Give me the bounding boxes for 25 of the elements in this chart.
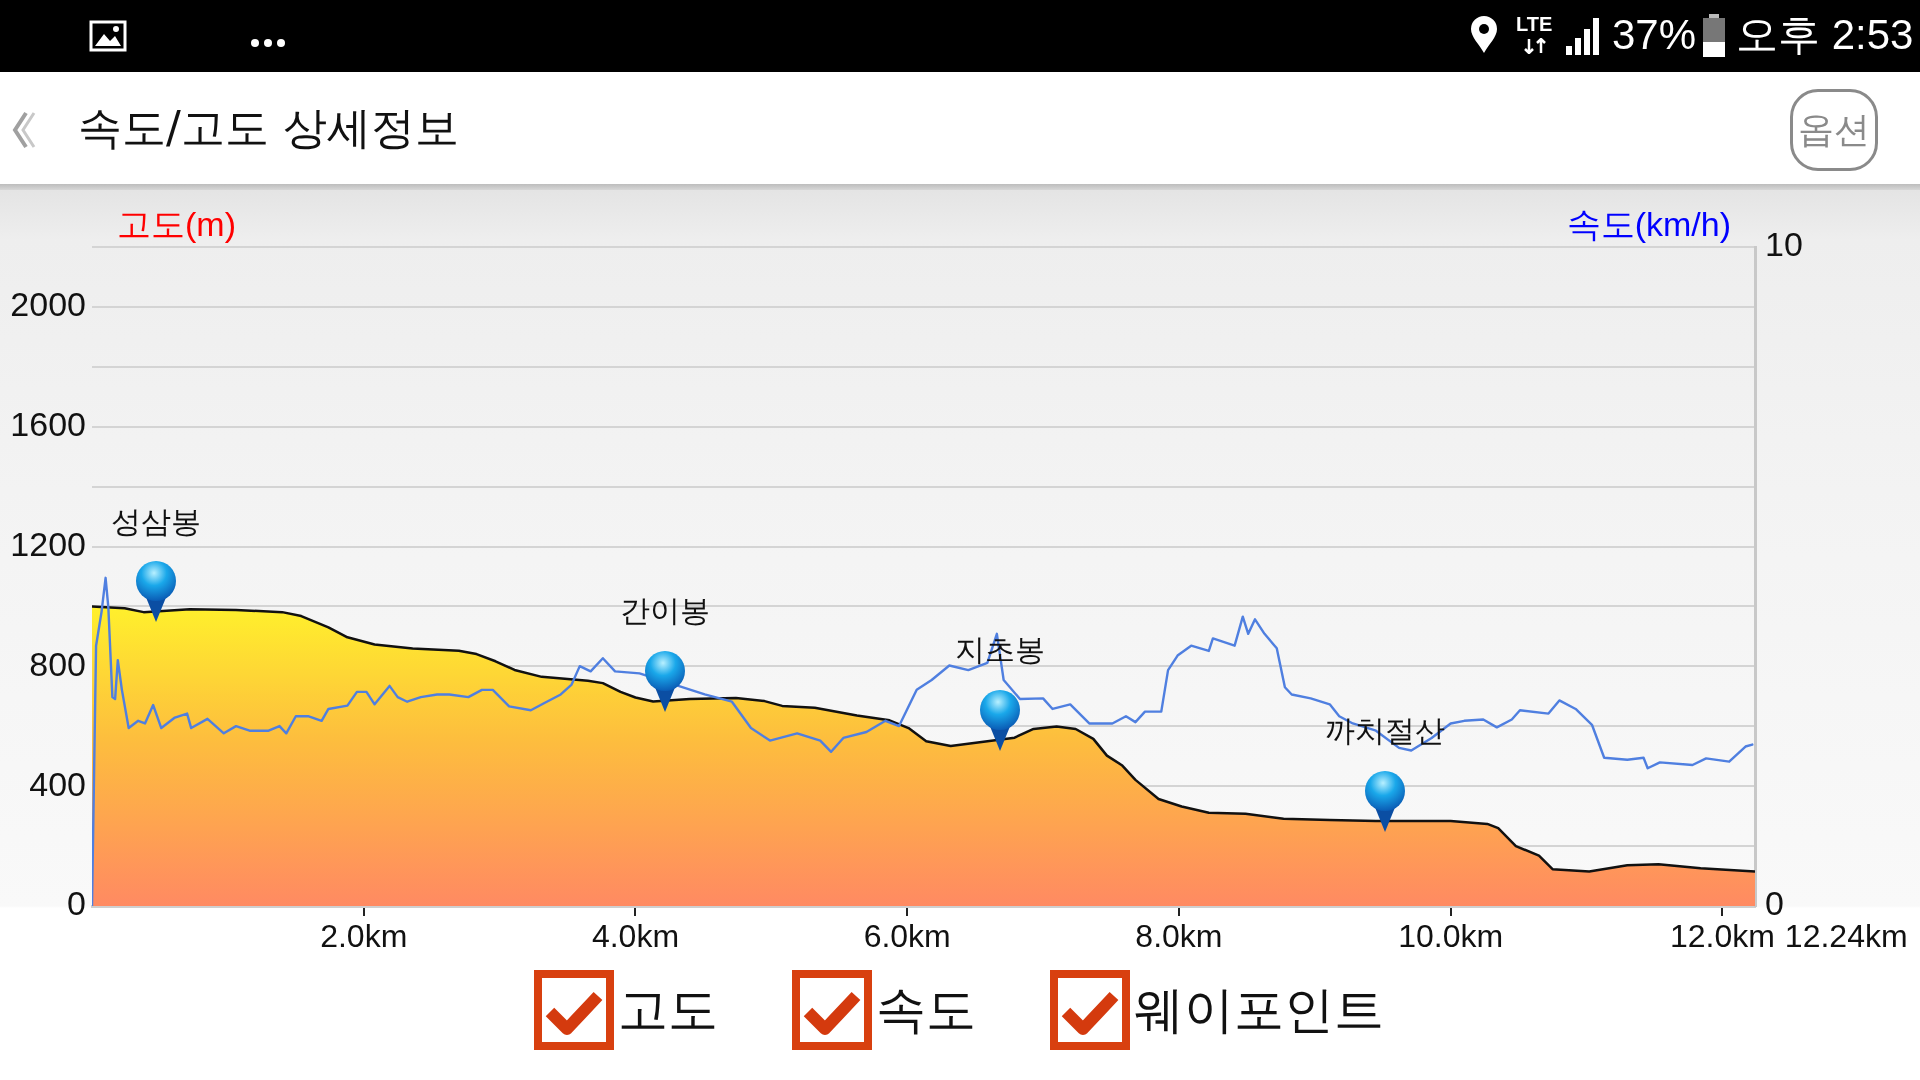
x-tick-label: 2.0km: [320, 917, 408, 954]
text: 12.24km: [1784, 917, 1908, 954]
text: LTE: [1516, 13, 1553, 35]
text: 속도: [876, 981, 976, 1039]
y-tick-label: 2000: [10, 285, 86, 324]
y-tick-label: 400: [29, 764, 86, 803]
text: 웨이포인트: [1134, 981, 1384, 1039]
annotation: 성삼봉: [110, 504, 201, 538]
x-tick-label: 10.0km: [1398, 917, 1504, 954]
x-tick-label: 4.0km: [591, 917, 680, 954]
y-tick-label: 1600: [10, 405, 86, 444]
y-tick-label: 0: [67, 884, 86, 923]
y2-axis-title: 속도(km/h): [1566, 205, 1731, 244]
y-tick-label: 800: [29, 644, 86, 683]
x-tick-label: 8.0km: [1135, 917, 1223, 954]
x-tick-label: 6.0km: [863, 917, 951, 954]
annotation: 간이봉: [620, 593, 711, 627]
y2-tick-label: 10: [1765, 225, 1803, 264]
text: 고도: [618, 981, 718, 1039]
y-axis-title: 고도(m): [117, 205, 236, 244]
text: 37%: [1612, 11, 1697, 58]
y-tick-label: 1200: [10, 524, 86, 563]
chart-title: 속도/고도 상세정보: [78, 102, 459, 155]
text: 옵션: [1798, 109, 1870, 150]
text: 오후 2:53: [1736, 11, 1914, 58]
